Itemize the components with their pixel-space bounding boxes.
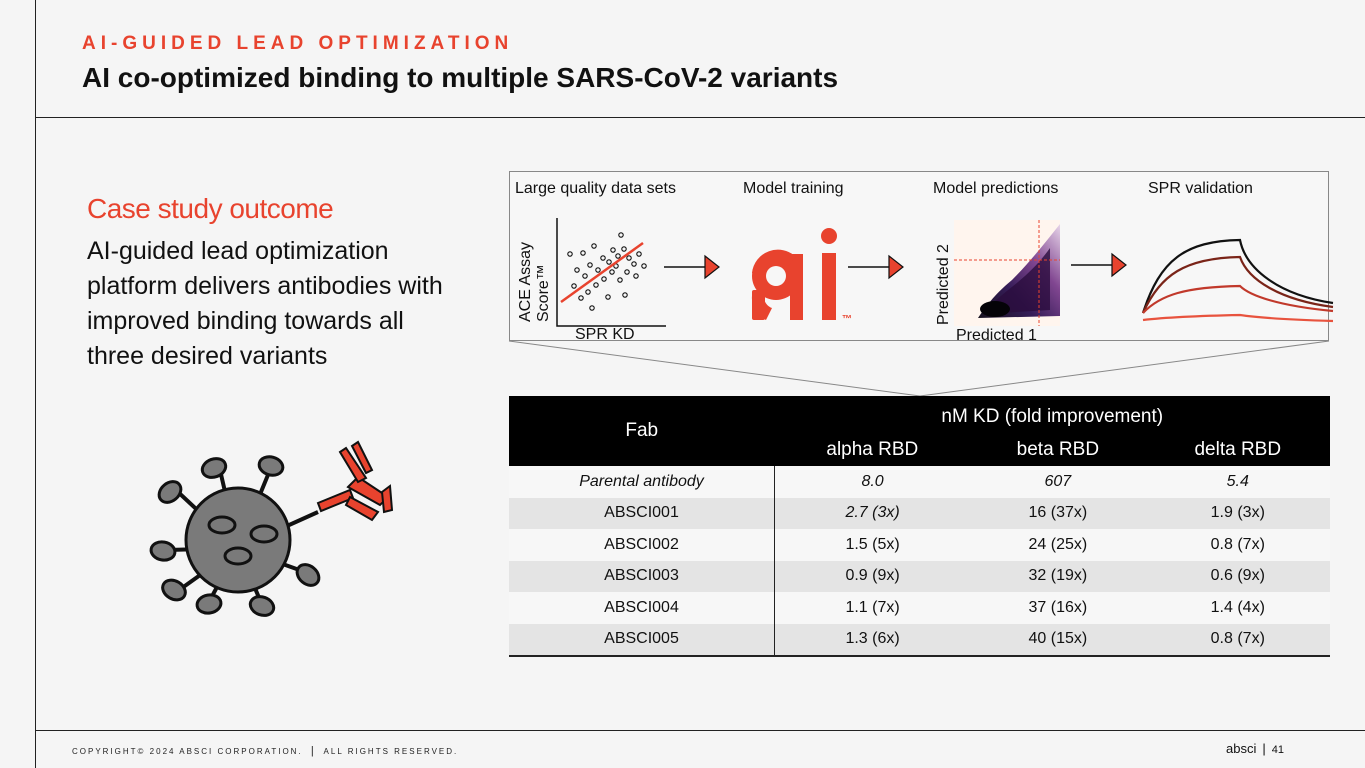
value-cell: 1.1 (7x) — [774, 592, 971, 624]
fab-cell: Parental antibody — [509, 466, 775, 498]
value-cell: 0.6 (9x) — [1145, 560, 1330, 592]
value-cell: 1.5 (5x) — [774, 529, 971, 561]
value-cell: 2.7 (3x) — [774, 497, 971, 529]
density-xlabel: Predicted 1 — [956, 327, 1037, 344]
footer-divider — [35, 730, 1365, 731]
value-cell: 607 — [970, 466, 1146, 498]
callout-right-line — [919, 340, 1330, 397]
spr-curves-icon — [1141, 238, 1334, 323]
footer-separator: | — [310, 745, 316, 757]
parental-suffix: antibody — [638, 472, 704, 490]
table-row: ABSCI002 1.5 (5x) 24 (25x) 0.8 (7x) — [509, 529, 1330, 561]
fab-cell: ABSCI002 — [509, 529, 775, 561]
value-cell: 0.8 (7x) — [1145, 623, 1330, 657]
case-study-body: AI-guided lead optimization platform del… — [87, 237, 443, 370]
scatter-plot-icon — [556, 218, 666, 327]
header-divider — [35, 117, 1365, 118]
value-cell: 24 (25x) — [970, 529, 1146, 561]
value-cell: 37 (16x) — [970, 592, 1146, 624]
kd-group-header: nM KD (fold improvement) — [774, 396, 1330, 433]
fab-header: Fab — [509, 396, 775, 466]
copyright-text: COPYRIGHT© 2024 ABSCI CORPORATION. — [72, 747, 303, 756]
parental-prefix: Parental — [579, 472, 639, 490]
table-row-parental: Parental antibody 8.0 607 5.4 — [509, 466, 1330, 498]
footer-brand-page: absci | 41 — [1226, 741, 1284, 756]
density-plot-icon — [954, 220, 1060, 326]
value-cell: 1.4 (4x) — [1145, 592, 1330, 624]
scatter-xlabel: SPR KD — [575, 326, 635, 343]
step-label-data-sets: Large quality data sets — [515, 180, 676, 197]
virus-icon — [149, 455, 321, 617]
table-row: ABSCI005 1.3 (6x) 40 (15x) 0.8 (7x) — [509, 623, 1330, 657]
brand-separator: | — [1262, 741, 1266, 756]
page-title: AI co-optimized binding to multiple SARS… — [82, 62, 839, 93]
rights-text: ALL RIGHTS RESERVED. — [323, 747, 459, 756]
step-label-spr-validation: SPR validation — [1148, 180, 1253, 197]
value-cell: 1.3 (6x) — [774, 623, 971, 657]
callout-left-line — [508, 340, 921, 397]
pipeline-panel — [509, 171, 1329, 341]
section-eyebrow: AI-GUIDED LEAD OPTIMIZATION — [82, 33, 514, 54]
ai-logo-trademark: ™ — [842, 314, 852, 325]
value-cell: 8.0 — [774, 466, 971, 498]
ai-logo — [751, 228, 837, 320]
fab-cell: ABSCI003 — [509, 560, 775, 592]
col-header-beta: beta RBD — [970, 433, 1146, 466]
page-number: 41 — [1271, 744, 1284, 756]
left-rule — [35, 0, 36, 768]
step-label-model-training: Model training — [743, 180, 844, 197]
brand-logo: absci — [1226, 741, 1257, 756]
fab-cell: ABSCI005 — [509, 623, 775, 657]
value-cell: 32 (19x) — [970, 560, 1146, 592]
col-header-delta: delta RBD — [1145, 433, 1330, 466]
fab-cell: ABSCI001 — [509, 497, 775, 529]
binding-table: Fab nM KD (fold improvement) alpha RBD b… — [509, 396, 1330, 657]
col-header-alpha: alpha RBD — [774, 433, 971, 466]
value-cell: 5.4 — [1145, 466, 1330, 498]
value-cell: 1.9 (3x) — [1145, 497, 1330, 529]
scatter-ylabel-1: ACE Assay — [517, 242, 534, 322]
arrow-right-icon — [1071, 252, 1127, 278]
arrow-right-icon — [848, 254, 904, 280]
table-row: ABSCI004 1.1 (7x) 37 (16x) 1.4 (4x) — [509, 592, 1330, 624]
arrow-right-icon — [664, 254, 720, 280]
antibody-icon — [316, 440, 394, 522]
value-cell: 40 (15x) — [970, 623, 1146, 657]
table-row: ABSCI001 2.7 (3x) 16 (37x) 1.9 (3x) — [509, 497, 1330, 529]
footer-copyright: COPYRIGHT© 2024 ABSCI CORPORATION. | ALL… — [72, 745, 458, 757]
value-cell: 16 (37x) — [970, 497, 1146, 529]
fab-cell: ABSCI004 — [509, 592, 775, 624]
value-cell: 0.9 (9x) — [774, 560, 971, 592]
scatter-ylabel-2: Score™ — [535, 264, 552, 322]
density-ylabel: Predicted 2 — [935, 244, 952, 325]
value-cell: 0.8 (7x) — [1145, 529, 1330, 561]
case-study-title: Case study outcome — [87, 193, 334, 224]
table-row: ABSCI003 0.9 (9x) 32 (19x) 0.6 (9x) — [509, 560, 1330, 592]
step-label-model-predictions: Model predictions — [933, 180, 1059, 197]
